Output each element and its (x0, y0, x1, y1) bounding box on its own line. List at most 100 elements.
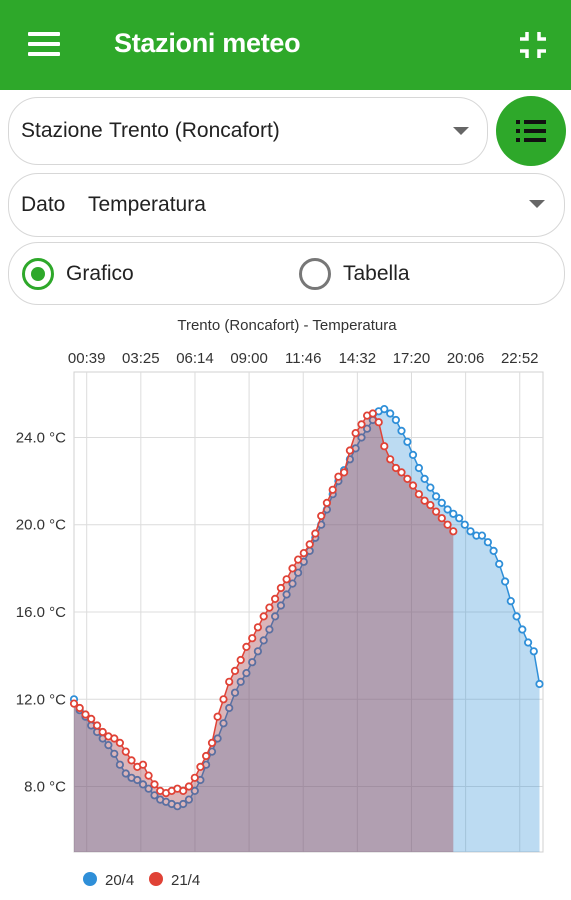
x-tick-label: 00:39 (68, 350, 106, 367)
data-point (236, 655, 245, 665)
dropdown-arrow-icon (453, 127, 469, 135)
dato-value: Temperatura (88, 193, 206, 216)
x-tick-label: 22:52 (501, 350, 539, 367)
data-point (455, 514, 464, 523)
data-point (270, 612, 280, 621)
series-2 (69, 409, 458, 852)
y-tick-label: 12.0 °C (16, 691, 66, 708)
data-point (138, 760, 148, 769)
data-point (179, 786, 188, 795)
data-point (230, 688, 240, 697)
data-point (144, 784, 153, 793)
data-point (104, 740, 113, 750)
data-point (138, 780, 148, 789)
collapse-icon[interactable] (518, 30, 548, 60)
data-point (311, 529, 320, 538)
radio-unchecked-icon (299, 258, 331, 290)
data-point (196, 762, 205, 771)
data-point (380, 405, 389, 414)
data-point (357, 420, 366, 429)
data-point (339, 468, 349, 477)
data-point (437, 514, 446, 523)
data-point (334, 472, 343, 481)
data-point (443, 505, 452, 514)
data-point (282, 590, 291, 599)
data-point (248, 634, 257, 643)
data-point (253, 623, 262, 632)
hamburger-icon[interactable] (28, 30, 62, 60)
app-title: Stazioni meteo (114, 28, 301, 58)
radio-grafico[interactable]: Grafico (22, 258, 152, 292)
data-point (380, 442, 389, 451)
legend-marker (83, 872, 97, 886)
data-point (322, 498, 331, 507)
station-select[interactable]: Stazione Trento (Roncafort) (8, 97, 488, 165)
dato-select[interactable]: Dato Temperatura (8, 173, 565, 237)
data-point (437, 498, 446, 507)
data-point (184, 782, 193, 791)
list-button[interactable] (496, 96, 566, 166)
data-point (115, 738, 125, 747)
data-point (362, 424, 372, 433)
app-bar: Stazioni meteo (0, 0, 571, 90)
data-point (236, 677, 245, 686)
data-point (87, 714, 96, 723)
data-point (403, 437, 412, 446)
data-point (270, 594, 280, 603)
x-tick-label: 09:00 (230, 350, 268, 367)
x-tick-label: 20:06 (447, 350, 485, 367)
data-point (414, 463, 423, 473)
data-point (345, 446, 354, 455)
data-point (443, 520, 452, 529)
data-point (115, 760, 125, 769)
data-point (426, 483, 435, 492)
data-point (288, 564, 297, 573)
data-point (230, 666, 240, 675)
data-point (219, 719, 228, 728)
data-point (75, 703, 84, 713)
data-point (150, 780, 159, 789)
x-tick-label: 03:25 (122, 350, 160, 367)
data-point (202, 751, 211, 761)
y-tick-label: 8.0 °C (24, 779, 66, 796)
x-tick-label: 17:20 (393, 350, 431, 367)
radio-tabella[interactable]: Tabella (299, 258, 429, 292)
data-point (512, 612, 521, 621)
data-point (225, 677, 234, 686)
radio-tabella-label: Tabella (343, 262, 410, 285)
legend-label: 20/4 (105, 872, 134, 889)
data-point (259, 612, 268, 621)
data-point (414, 490, 423, 499)
data-point (190, 773, 199, 782)
data-point (489, 546, 498, 555)
data-point (397, 426, 406, 436)
radio-checked-icon (22, 258, 54, 290)
data-point (248, 658, 257, 667)
data-point (357, 433, 366, 442)
data-point (242, 642, 251, 651)
legend-marker (149, 872, 163, 886)
list-icon (516, 120, 546, 142)
data-point (495, 559, 504, 569)
data-point (506, 596, 515, 606)
data-point (386, 409, 395, 418)
data-point (305, 540, 314, 549)
data-point (110, 749, 119, 758)
chart-title: Trento (Roncafort) - Temperatura (177, 317, 397, 334)
data-point (518, 625, 527, 634)
chart-grid (73, 371, 544, 853)
data-point (184, 795, 193, 804)
data-point (431, 492, 441, 501)
data-point (449, 509, 458, 518)
data-point (460, 520, 469, 529)
y-tick-label: 24.0 °C (16, 429, 66, 446)
data-point (144, 771, 153, 780)
data-point (449, 527, 458, 536)
view-mode-group (8, 242, 565, 305)
data-point (374, 418, 383, 427)
data-point (317, 511, 326, 521)
data-point (391, 463, 400, 473)
x-tick-label: 06:14 (176, 350, 214, 367)
data-point (288, 579, 297, 588)
series-area (74, 413, 454, 852)
